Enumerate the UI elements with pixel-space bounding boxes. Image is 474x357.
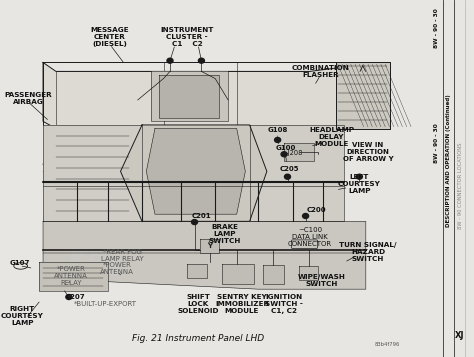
Text: HEADLAMP
DELAY
MODULE: HEADLAMP DELAY MODULE	[309, 127, 354, 147]
Text: 8W - 90 - 30: 8W - 90 - 30	[434, 123, 439, 163]
Polygon shape	[299, 266, 319, 280]
Text: *POWER
ANTENNA: *POWER ANTENNA	[100, 262, 134, 275]
Text: TURN SIGNAL/
HAZARD
SWITCH: TURN SIGNAL/ HAZARD SWITCH	[339, 242, 397, 262]
Circle shape	[302, 213, 309, 218]
Text: Fig. 21 Instrument Panel LHD: Fig. 21 Instrument Panel LHD	[132, 335, 264, 343]
Text: INSTRUMENT
CLUSTER -
C1    C2: INSTRUMENT CLUSTER - C1 C2	[161, 27, 214, 47]
Polygon shape	[120, 125, 267, 221]
Text: C207: C207	[65, 294, 85, 300]
Circle shape	[274, 137, 281, 142]
Polygon shape	[284, 143, 314, 161]
Circle shape	[281, 152, 287, 157]
Text: *POWER
ANTENNA
RELAY: *POWER ANTENNA RELAY	[54, 266, 88, 286]
Polygon shape	[43, 62, 379, 129]
Circle shape	[199, 58, 204, 63]
Text: Y: Y	[207, 243, 212, 249]
Text: *REAR FOG
LAMP RELAY: *REAR FOG LAMP RELAY	[101, 249, 144, 262]
Polygon shape	[39, 262, 108, 291]
Text: 8W - 90 CONNECTOR LOCATIONS: 8W - 90 CONNECTOR LOCATIONS	[457, 142, 463, 229]
Text: G108: G108	[267, 127, 288, 133]
Text: DESCRIPTION AND OPERATION (Continued): DESCRIPTION AND OPERATION (Continued)	[446, 94, 451, 227]
Text: RIGHT
COURTESY
LAMP: RIGHT COURTESY LAMP	[1, 306, 44, 326]
Circle shape	[167, 58, 173, 63]
Text: MESSAGE
CENTER
(DIESEL): MESSAGE CENTER (DIESEL)	[91, 27, 129, 47]
Text: G100: G100	[275, 145, 295, 151]
Text: G107: G107	[9, 261, 29, 266]
Text: C205: C205	[280, 166, 300, 172]
Text: BRAKE
LAMP
SWITCH: BRAKE LAMP SWITCH	[209, 224, 241, 244]
Polygon shape	[43, 125, 142, 221]
Text: SENTRY KEY
IMMOBILIZER
MODULE: SENTRY KEY IMMOBILIZER MODULE	[215, 294, 269, 314]
Polygon shape	[151, 71, 228, 121]
Text: LEFT
COURTESY
LAMP: LEFT COURTESY LAMP	[338, 174, 381, 194]
Text: VIEW IN
DIRECTION
OF ARROW Y: VIEW IN DIRECTION OF ARROW Y	[343, 142, 393, 162]
Polygon shape	[146, 129, 246, 214]
Polygon shape	[263, 265, 284, 284]
Text: *BUILT-UP-EXPORT: *BUILT-UP-EXPORT	[74, 301, 137, 307]
Polygon shape	[250, 125, 344, 221]
Text: XJ: XJ	[456, 331, 465, 340]
Text: PASSENGER
AIRBAG: PASSENGER AIRBAG	[4, 92, 52, 105]
Text: KRS: KRS	[64, 245, 125, 283]
Circle shape	[66, 295, 72, 300]
Polygon shape	[336, 62, 390, 129]
Text: WIPE/WASH
SWITCH: WIPE/WASH SWITCH	[298, 274, 346, 287]
Polygon shape	[200, 239, 219, 253]
Polygon shape	[43, 221, 366, 289]
Polygon shape	[187, 264, 207, 278]
Text: SHIFT
LOCK
SOLENOID: SHIFT LOCK SOLENOID	[177, 294, 219, 314]
Text: 83b4f796: 83b4f796	[375, 342, 400, 347]
Text: C200: C200	[307, 207, 326, 212]
Text: 8W - 90 - 30: 8W - 90 - 30	[434, 9, 439, 49]
Text: C201: C201	[191, 213, 211, 219]
Polygon shape	[159, 75, 219, 118]
Polygon shape	[222, 264, 254, 284]
Circle shape	[284, 174, 291, 179]
Text: COMBINATION
FLASHER: COMBINATION FLASHER	[292, 65, 349, 78]
Text: -J208: -J208	[286, 150, 303, 156]
Circle shape	[356, 174, 363, 179]
Text: IGNITION
SWITCH -
C1, C2: IGNITION SWITCH - C1, C2	[265, 294, 303, 314]
Text: ~C100
DATA LINK
CONNECTOR: ~C100 DATA LINK CONNECTOR	[288, 227, 332, 247]
Circle shape	[191, 220, 198, 225]
